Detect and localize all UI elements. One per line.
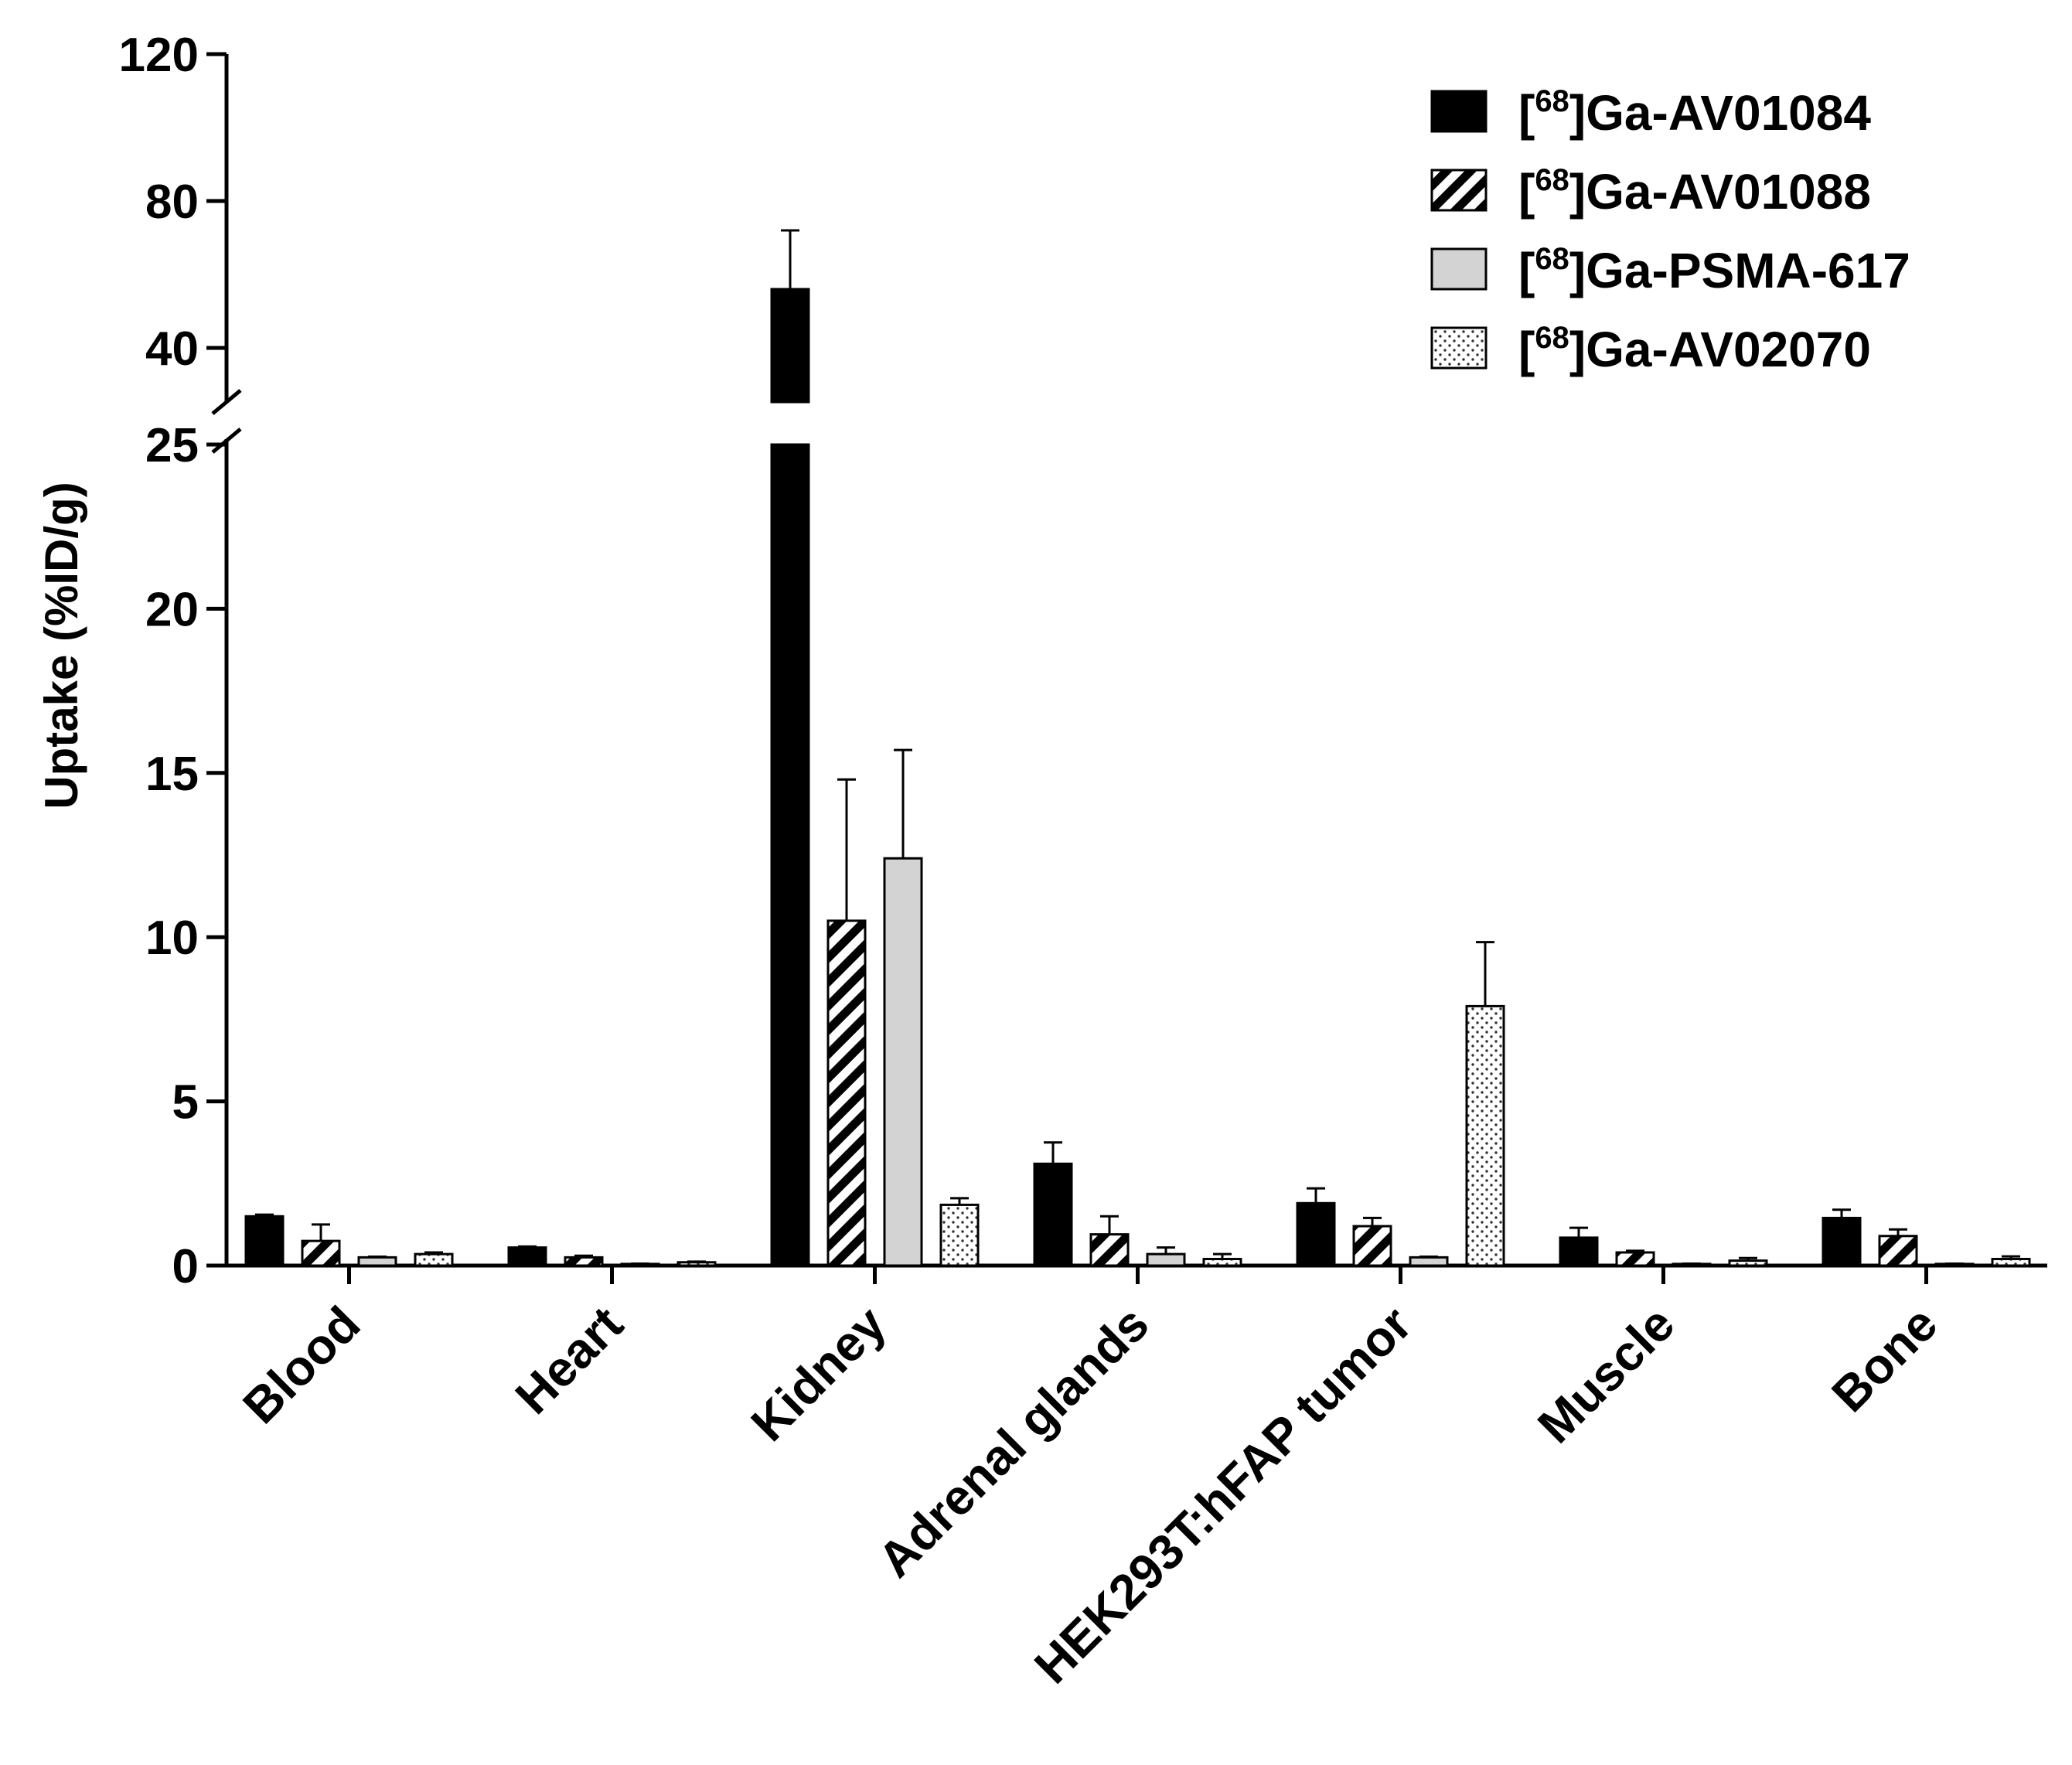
legend-label: [68]Ga-AV02070 [1518, 321, 1871, 377]
legend: [68]Ga-AV01084 [68]Ga-AV01088 [68]Ga-PSMA-… [1430, 84, 1910, 377]
y-tick-label-upper: 120 [119, 29, 199, 82]
bar [1878, 1235, 1918, 1267]
y-tick-label-lower: 5 [172, 1076, 199, 1130]
error-bars [255, 229, 2020, 1265]
bar [826, 919, 867, 1267]
x-tick-label: Kidney [741, 1296, 897, 1452]
x-tick-label: Muscle [1527, 1296, 1685, 1453]
y-tick-label-lower: 0 [172, 1240, 199, 1293]
y-tick-label-upper: 40 [145, 322, 199, 376]
bar [1089, 1233, 1130, 1267]
bar [507, 1246, 547, 1267]
bar [1559, 1236, 1599, 1267]
y-tick-label-lower: 15 [145, 748, 199, 801]
legend-swatch [1430, 247, 1488, 291]
axis-break-mark-lower [211, 428, 242, 454]
x-tick-label: Adrenal glands [867, 1296, 1160, 1588]
bar [1728, 1259, 1768, 1267]
bar [883, 857, 923, 1267]
bar [1146, 1252, 1186, 1267]
y-ticks: 0 5 10 15 20 25 40 80 120 [119, 29, 227, 1293]
legend-swatch [1430, 326, 1488, 370]
legend-swatch [1430, 90, 1488, 133]
x-ticks [347, 1266, 1928, 1284]
bar [1822, 1216, 1862, 1267]
bar [770, 443, 810, 1267]
bar [1352, 1225, 1392, 1267]
bars [244, 288, 2031, 1267]
y-tick-label-lower: 20 [145, 583, 199, 636]
bar [414, 1252, 454, 1267]
bar [1202, 1258, 1242, 1267]
y-axis-label: Uptake (%ID/g) [36, 482, 87, 809]
bar [564, 1256, 604, 1267]
bar [244, 1215, 285, 1267]
bar [357, 1256, 397, 1267]
bar [1991, 1258, 2031, 1267]
bar [1033, 1162, 1073, 1267]
bar [1296, 1201, 1336, 1267]
bar [1409, 1256, 1449, 1267]
x-tick-label: Heart [505, 1296, 634, 1425]
axis-break-mark-upper [211, 389, 242, 415]
y-tick-label-lower: 25 [145, 419, 199, 472]
y-tick-label-lower: 10 [145, 911, 199, 965]
legend-label: [68]Ga-AV01084 [1518, 84, 1871, 141]
y-tick-label-upper: 80 [145, 175, 199, 229]
bar-upper-segment [770, 288, 810, 404]
x-tick-label: Blood [232, 1296, 370, 1434]
x-tick-label: Bone [1821, 1296, 1948, 1423]
legend-label: [68]Ga-PSMA-617 [1518, 242, 1910, 298]
bar [939, 1203, 980, 1267]
bar [1615, 1251, 1655, 1267]
legend-label: [68]Ga-AV01088 [1518, 163, 1871, 220]
bar [301, 1239, 341, 1267]
legend-swatch [1430, 169, 1488, 212]
bar [1465, 1004, 1505, 1267]
